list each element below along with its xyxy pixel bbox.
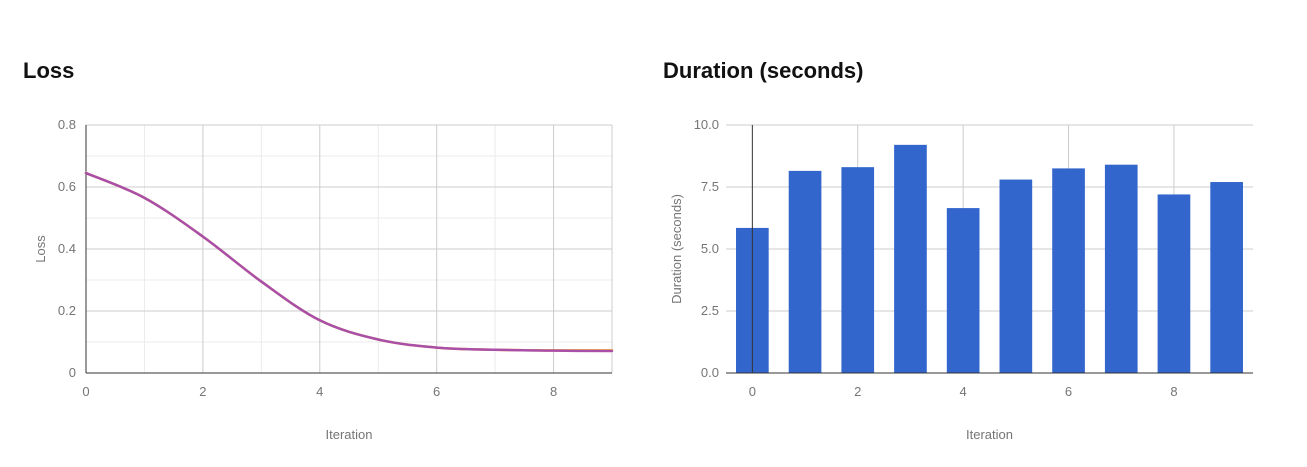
duration-x-axis-title: Iteration [966, 427, 1013, 442]
duration-bar [788, 170, 822, 373]
loss-y-tick-label: 0 [69, 365, 76, 380]
duration-chart-title: Duration (seconds) [663, 58, 864, 83]
duration-y-tick-label: 5.0 [701, 241, 719, 256]
duration-bar [841, 167, 875, 373]
loss-y-tick-label: 0.4 [58, 241, 76, 256]
duration-y-tick-label: 0.0 [701, 365, 719, 380]
loss-x-tick-label: 0 [82, 384, 89, 399]
loss-series-line-1 [84, 171, 614, 352]
duration-bar [1157, 194, 1191, 373]
duration-bar [894, 144, 927, 373]
loss-x-axis-title: Iteration [326, 427, 373, 442]
duration-bar [1210, 182, 1243, 373]
loss-series-line-2 [84, 171, 614, 353]
loss-x-tick-label: 2 [199, 384, 206, 399]
duration-bar [1104, 164, 1138, 373]
duration-x-tick-label: 8 [1170, 384, 1177, 399]
duration-chart: 0.0 2.5 5.0 7.5 10.0 0 2 4 6 8 Iteration Duration (… [669, 117, 1253, 442]
loss-x-tick-label: 8 [550, 384, 557, 399]
duration-y-tick-label: 2.5 [701, 303, 719, 318]
loss-chart-title: Loss [23, 58, 75, 83]
loss-y-tick-label: 0.6 [58, 179, 76, 194]
duration-x-tick-label: 2 [854, 384, 861, 399]
duration-y-axis-title: Duration (seconds) [669, 194, 684, 304]
loss-y-axis-title: Loss [33, 235, 48, 263]
duration-bar [1052, 168, 1085, 373]
loss-x-tick-label: 4 [316, 384, 323, 399]
duration-x-tick-label: 4 [960, 384, 967, 399]
duration-x-tick-label: 6 [1065, 384, 1072, 399]
loss-y-tick-label: 0.2 [58, 303, 76, 318]
loss-x-tick-label: 6 [433, 384, 440, 399]
duration-x-tick-label: 0 [749, 384, 756, 399]
duration-y-tick-label: 7.5 [701, 179, 719, 194]
duration-bar [999, 179, 1033, 373]
loss-y-tick-label: 0.8 [58, 117, 76, 132]
loss-chart: 0 0.2 0.4 0.6 0.8 0 2 4 6 8 Iteration Loss [33, 117, 614, 442]
duration-bar [946, 208, 980, 373]
duration-y-tick-label: 10.0 [694, 117, 719, 132]
